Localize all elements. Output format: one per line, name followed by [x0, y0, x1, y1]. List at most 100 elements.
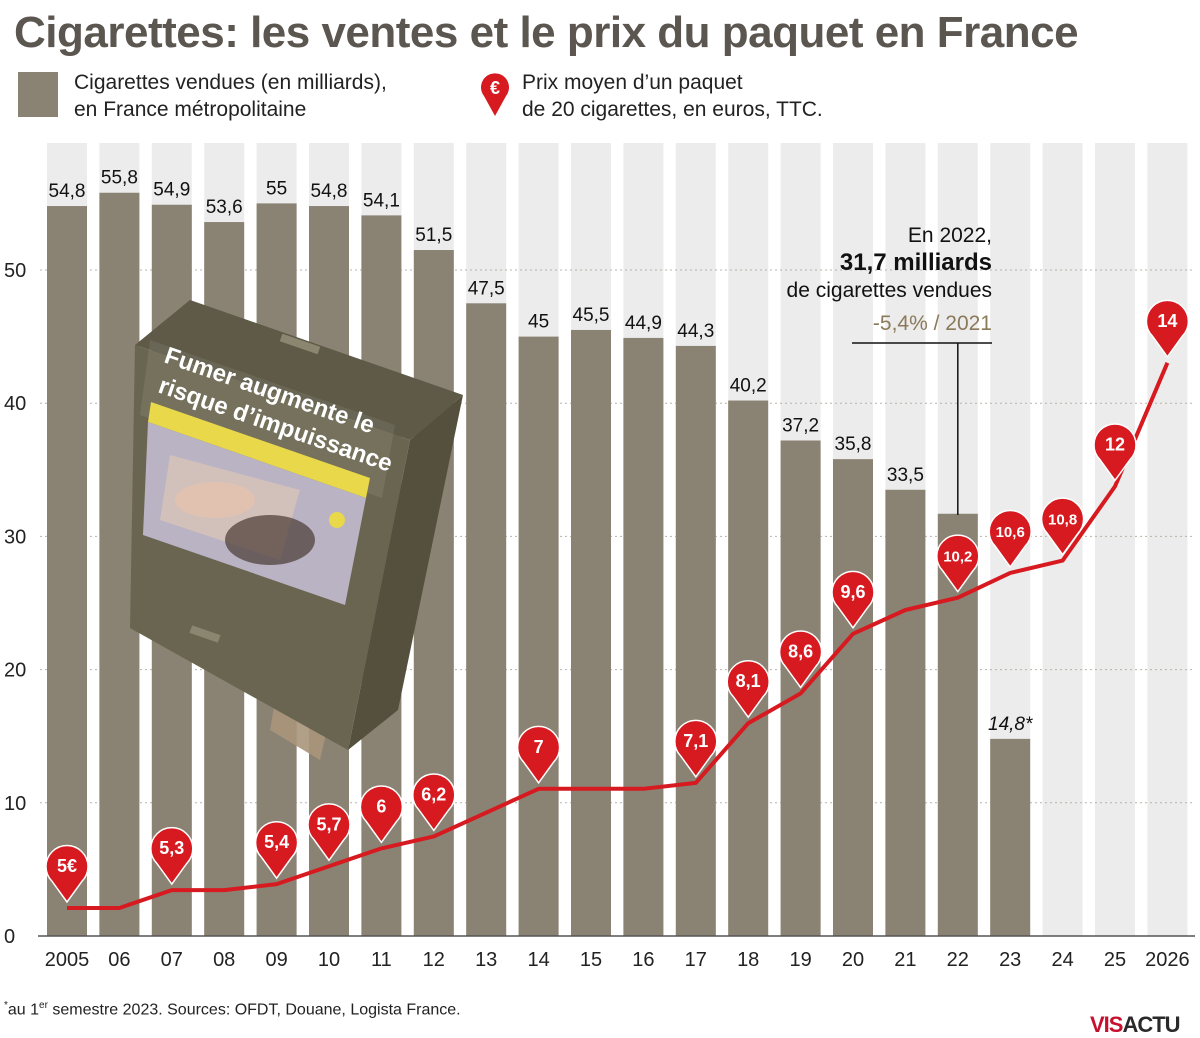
price-pin — [307, 803, 351, 862]
bar-background — [1147, 143, 1188, 936]
price-pin-label: 7 — [534, 737, 544, 757]
bar-value-label: 40,2 — [730, 376, 767, 397]
legend-bars-line1: Cigarettes vendues (en milliards), — [74, 71, 387, 94]
x-tick-label: 13 — [475, 949, 497, 971]
x-tick-label: 11 — [371, 949, 392, 971]
price-pin-label: 14 — [1157, 311, 1177, 331]
y-tick-label: 40 — [4, 393, 26, 415]
bar-value-label: 54,8 — [49, 181, 86, 202]
y-tick-label: 50 — [4, 260, 26, 282]
price-pin — [988, 509, 1032, 569]
x-tick-label: 20 — [842, 949, 864, 971]
bar — [518, 336, 559, 937]
legend-price-line2: de 20 cigarettes, en euros, TTC. — [522, 98, 823, 121]
bar — [990, 738, 1031, 936]
bar-value-label: 53,6 — [206, 197, 243, 218]
bar — [571, 329, 611, 936]
logo-part1: VIS — [1090, 1012, 1123, 1037]
price-pin — [936, 534, 980, 593]
price-pin — [150, 826, 194, 886]
bar-value-label: 54,8 — [311, 181, 348, 202]
x-tick-label: 22 — [947, 949, 969, 971]
price-pin-label: 10,6 — [996, 524, 1025, 541]
bar — [833, 459, 873, 936]
legend-bars-line2: en France métropolitaine — [74, 98, 307, 121]
x-tick-label: 25 — [1104, 949, 1126, 971]
x-tick-label: 19 — [789, 949, 811, 971]
price-pin — [778, 630, 823, 689]
bar-value-label: 54,1 — [363, 190, 400, 211]
bar-value-label: 55 — [266, 178, 287, 199]
footnote-sup: er — [39, 1000, 48, 1011]
chart-title: Cigarettes: les ventes et le prix du paq… — [14, 8, 1079, 57]
annotation-line3: de cigarettes vendues — [787, 279, 992, 302]
price-pin-label: 5,4 — [264, 832, 289, 852]
footnote-prefix: au 1 — [7, 1001, 40, 1019]
price-pin — [45, 844, 89, 904]
annotation-line4: -5,4% / 2021 — [873, 312, 992, 335]
x-tick-label: 21 — [894, 949, 916, 971]
bar-value-label: 45 — [528, 312, 549, 333]
price-pin-label: 7,1 — [683, 731, 708, 751]
price-pin-label: 5€ — [57, 856, 77, 876]
bar-value-label: 37,2 — [782, 415, 819, 436]
visactu-logo: VISACTU — [1090, 1012, 1181, 1038]
annotation-line1: En 2022, — [908, 224, 992, 247]
bar — [885, 489, 926, 936]
price-pin — [1093, 423, 1137, 482]
x-tick-label: 2005 — [45, 949, 90, 971]
bar-value-label: 35,8 — [835, 434, 872, 455]
bar-value-label: 33,5 — [887, 465, 924, 486]
price-pin-label: 6 — [376, 796, 386, 816]
price-pin — [674, 719, 718, 779]
bar-value-label: 14,8* — [988, 714, 1033, 735]
price-pin-label: 5,7 — [316, 814, 341, 834]
x-tick-label: 16 — [632, 949, 654, 971]
footnote-text: semestre 2023. Sources: OFDT, Douane, Lo… — [47, 1001, 461, 1019]
y-tick-label: 20 — [4, 660, 26, 682]
price-pin-label: 8,6 — [788, 641, 813, 661]
bar-value-label: 55,8 — [101, 168, 138, 189]
price-pin-label: 5,3 — [159, 838, 184, 858]
bar-value-label: 45,5 — [573, 305, 610, 326]
bar — [623, 337, 664, 936]
bar-value-label: 44,9 — [625, 313, 662, 334]
bar-background — [1095, 143, 1135, 936]
y-tick-label: 30 — [4, 526, 26, 548]
bar — [675, 345, 716, 936]
legend-price-label: Prix moyen d’un paquet de 20 cigarettes,… — [522, 69, 823, 123]
annotation-line2: 31,7 milliards — [840, 249, 992, 276]
x-tick-label: 12 — [423, 949, 445, 971]
price-pin — [831, 570, 875, 630]
x-tick-label: 14 — [527, 949, 549, 971]
x-tick-label: 07 — [161, 949, 183, 971]
logo-part2: ACTU — [1122, 1012, 1180, 1037]
x-tick-label: 24 — [1051, 949, 1073, 971]
svg-text:€: € — [490, 78, 500, 98]
x-tick-label: 17 — [685, 949, 707, 971]
price-pin — [412, 773, 456, 832]
price-pin-label: 12 — [1105, 434, 1125, 454]
price-pin-label: 9,6 — [840, 582, 865, 602]
x-tick-label: 18 — [737, 949, 759, 971]
price-pin-label: 10,2 — [943, 549, 972, 566]
price-pin — [1040, 497, 1085, 556]
x-tick-label: 09 — [265, 949, 287, 971]
x-tick-label: 10 — [318, 949, 340, 971]
price-pin-label: 6,2 — [421, 784, 446, 804]
footnote: *au 1er semestre 2023. Sources: OFDT, Do… — [4, 1000, 461, 1019]
bar-value-label: 54,9 — [153, 180, 190, 201]
price-pin-label: 10,8 — [1048, 512, 1077, 529]
x-tick-label: 23 — [999, 949, 1021, 971]
x-tick-label: 08 — [213, 949, 235, 971]
x-tick-label: 06 — [108, 949, 130, 971]
price-pin — [726, 660, 770, 719]
price-pin-label: 8,1 — [736, 671, 761, 691]
y-tick-label: 10 — [4, 793, 26, 815]
price-pin — [516, 725, 561, 785]
x-tick-label: 15 — [580, 949, 602, 971]
bar-value-label: 44,3 — [677, 321, 714, 342]
y-tick-label: 0 — [4, 926, 15, 948]
legend-bars-label: Cigarettes vendues (en milliards), en Fr… — [74, 69, 387, 123]
